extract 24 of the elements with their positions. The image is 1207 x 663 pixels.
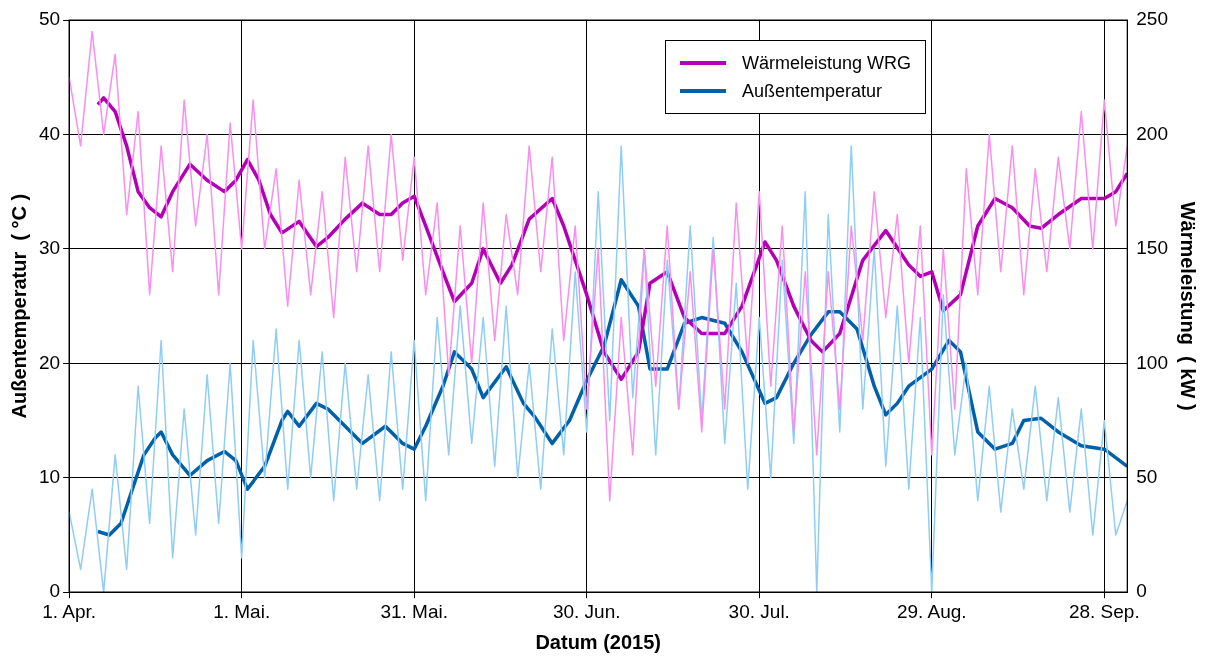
y2-tick-label: 50 [1136, 465, 1158, 487]
y2-tick-label: 0 [1136, 580, 1147, 602]
x-axis-title: Datum (2015) [535, 630, 662, 653]
x-tick-label: 1. Apr. [42, 600, 97, 622]
x-tick-label: 30. Jun. [552, 600, 621, 622]
x-tick-label: 1. Mai. [213, 600, 271, 622]
x-tick-label: 31. Mai. [380, 600, 448, 622]
y-tick-label: 30 [38, 237, 61, 259]
y2-tick-label: 250 [1136, 8, 1168, 30]
x-tick-label: 28. Sep. [1068, 600, 1140, 622]
y-tick-label: 10 [38, 465, 61, 487]
y2-tick-label: 150 [1136, 237, 1168, 259]
y2-axis-title: Wärmeleistung ( kW ) [1177, 201, 1200, 411]
legend-label: Wärmeleistung WRG [742, 52, 912, 74]
legend-label: Außentemperatur [742, 80, 883, 102]
x-tick-label: 29. Aug. [896, 600, 967, 622]
y-tick-label: 40 [38, 122, 61, 144]
y-tick-label: 20 [38, 351, 61, 373]
y2-tick-label: 100 [1136, 351, 1168, 373]
x-tick-label: 30. Jul. [728, 600, 790, 622]
y2-tick-label: 200 [1136, 122, 1168, 144]
y-axis-title: Außentemperatur ( °C ) [7, 193, 30, 419]
y-tick-label: 50 [38, 8, 61, 30]
y-tick-label: 0 [49, 580, 61, 602]
